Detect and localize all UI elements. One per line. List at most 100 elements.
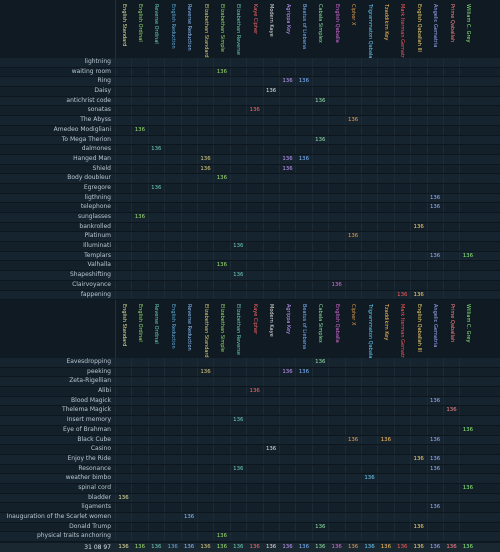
row-label: waiting room bbox=[71, 67, 111, 75]
top-col-5: Elizabethan Standard bbox=[202, 4, 209, 58]
match-cell: 136 bbox=[364, 475, 375, 482]
row-label: fappening bbox=[80, 290, 111, 298]
total-cell: 136 bbox=[167, 544, 178, 550]
bottom-col-15: Trigrammaton Qabalah bbox=[366, 304, 373, 358]
total-cell: 136 bbox=[413, 544, 424, 550]
total-cell: 136 bbox=[298, 544, 310, 550]
bottom-col-8: Kaye Cipher bbox=[251, 304, 258, 335]
total-cell: 136 bbox=[331, 544, 342, 550]
table-row: peeking 136 136 136 bbox=[0, 367, 500, 378]
match-cell: 136 bbox=[151, 184, 162, 191]
table-row: Clairvoyance 136 bbox=[0, 280, 500, 291]
total-cell: 136 bbox=[347, 544, 359, 550]
table-row: fappening 136 136 bbox=[0, 290, 500, 301]
row-label: Ring bbox=[97, 77, 111, 85]
row-label: Templars bbox=[84, 251, 111, 259]
top-col-8: Kaye Cipher bbox=[251, 4, 258, 35]
row-label: Shapeshifting bbox=[69, 271, 111, 279]
match-cell: 136 bbox=[429, 455, 441, 462]
top-col-4: Reverse Reduction bbox=[186, 4, 193, 51]
bottom-col-20: Prime Qaballah bbox=[448, 304, 455, 343]
top-col-11: Beatus of Liebana bbox=[300, 4, 307, 50]
bottom-col-19: Angelic Gematria bbox=[432, 304, 439, 348]
row-label: spinal cord bbox=[78, 483, 111, 491]
match-cell: 136 bbox=[413, 291, 424, 298]
table-row: Eye of Brahman 136 bbox=[0, 425, 500, 436]
row-label: ligaments bbox=[81, 503, 111, 511]
match-cell: 136 bbox=[200, 368, 211, 375]
match-cell: 136 bbox=[282, 165, 293, 172]
match-cell: 136 bbox=[118, 494, 129, 501]
top-col-14: Cipher X bbox=[350, 4, 357, 26]
row-label: Egregore bbox=[83, 183, 111, 191]
table-row: spinal cord 136 bbox=[0, 483, 500, 494]
table-row: Insert memory 136 bbox=[0, 416, 500, 426]
match-cell: 136 bbox=[282, 155, 293, 162]
match-cell: 136 bbox=[265, 88, 277, 95]
match-cell: 136 bbox=[429, 465, 441, 472]
bottom-col-21: William C. Grey bbox=[464, 304, 471, 343]
table-row: Platinum 136 bbox=[0, 232, 500, 243]
table-row: Ring 136 136 bbox=[0, 77, 500, 88]
match-cell: 136 bbox=[298, 155, 310, 162]
row-label: telephone bbox=[80, 203, 111, 211]
row-label: Donald Trump bbox=[69, 522, 111, 530]
match-cell: 136 bbox=[380, 436, 392, 443]
total-cell: 136 bbox=[380, 544, 392, 550]
table-row: Hanged Man 136 136 136 bbox=[0, 154, 500, 165]
row-label: Illuminati bbox=[83, 242, 111, 250]
row-label: lightning bbox=[84, 58, 111, 65]
table-row: Thelema Magick 136 bbox=[0, 406, 500, 417]
bottom-col-7: Elizabethan Reverse bbox=[235, 304, 242, 355]
row-label: weather bimbo bbox=[65, 474, 111, 482]
match-cell: 136 bbox=[216, 175, 228, 182]
table-row: The Abyss 136 bbox=[0, 116, 500, 126]
match-cell: 136 bbox=[315, 359, 326, 365]
table-row: bladder 136 bbox=[0, 493, 500, 504]
match-cell: 136 bbox=[216, 262, 228, 269]
total-cell: 136 bbox=[249, 544, 260, 550]
table-row: Illuminati 136 bbox=[0, 242, 500, 252]
top-col-1: English Ordinal bbox=[136, 4, 143, 42]
total-cell: 136 bbox=[134, 544, 146, 550]
row-label: sunglasses bbox=[78, 213, 111, 220]
row-label: To Mega Therion bbox=[61, 135, 111, 143]
row-label: Zeta-Rigellian bbox=[69, 377, 111, 385]
row-label: Resonance bbox=[78, 464, 111, 472]
match-cell: 136 bbox=[331, 281, 342, 288]
top-col-10: Agrippa Key bbox=[284, 4, 291, 35]
table-row: bankrolled 136 bbox=[0, 222, 500, 233]
table-row: weather bimbo 136 bbox=[0, 474, 500, 484]
match-cell: 136 bbox=[315, 136, 326, 143]
bottom-col-14: Cipher X bbox=[350, 304, 357, 326]
top-col-2: Reverse Ordinal bbox=[153, 4, 160, 44]
row-label: Hanged Man bbox=[73, 154, 111, 162]
match-cell: 136 bbox=[200, 155, 211, 162]
top-col-9: Modern Kaye bbox=[268, 4, 275, 37]
match-cell: 136 bbox=[462, 484, 474, 491]
total-cell: 136 bbox=[183, 544, 195, 550]
table-row: Eavesdropping 136 bbox=[0, 358, 500, 368]
total-cell: 136 bbox=[216, 544, 228, 550]
total-cell: 136 bbox=[397, 544, 408, 550]
match-cell: 136 bbox=[216, 533, 228, 540]
top-col-20: Prime Qaballah bbox=[448, 4, 455, 43]
match-cell: 136 bbox=[298, 368, 310, 375]
match-cell: 136 bbox=[413, 523, 424, 530]
column-header-top: English Standard English Ordinal Reverse O… bbox=[0, 0, 500, 58]
top-col-15: Trigrammaton Qabalah bbox=[366, 4, 373, 58]
row-label: Thelema Magick bbox=[61, 406, 111, 414]
row-label: Valhalla bbox=[87, 261, 111, 269]
row-label: Insert memory bbox=[66, 416, 111, 424]
table-row: Body doubleur 136 bbox=[0, 174, 500, 184]
match-cell: 136 bbox=[446, 407, 457, 414]
total-cell: 136 bbox=[462, 544, 474, 550]
match-cell: 136 bbox=[200, 165, 211, 172]
bottom-col-9: Modern Kaye bbox=[268, 304, 275, 337]
row-label: Inauguration of the Scarlet women bbox=[6, 513, 111, 520]
bottom-col-11: Beatus of Liebana bbox=[300, 304, 307, 350]
table-row: dalmones 136 bbox=[0, 145, 500, 155]
top-col-17: Mark Iterman Gematria bbox=[399, 4, 406, 58]
match-cell: 136 bbox=[347, 117, 359, 124]
